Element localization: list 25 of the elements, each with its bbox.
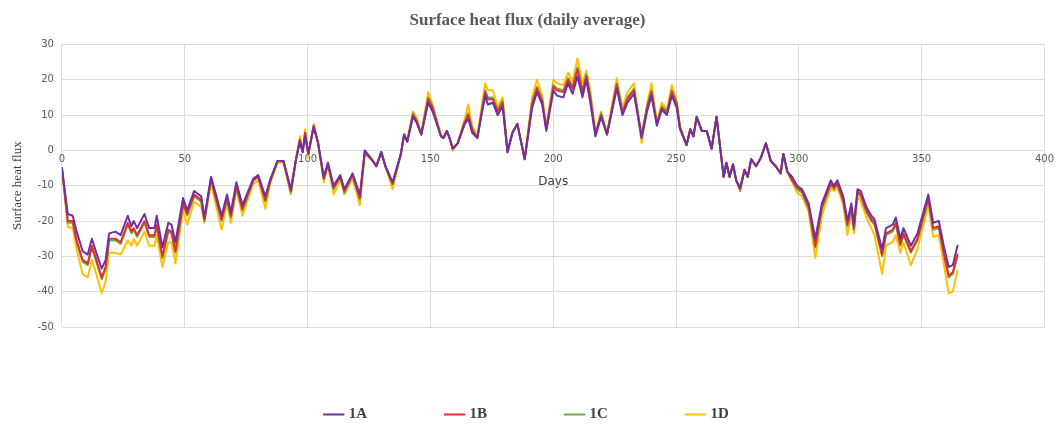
legend-label: 1D: [710, 405, 729, 422]
legend-label: 1B: [469, 405, 488, 422]
y-tick-label: -40: [37, 285, 54, 297]
x-tick-label: 300: [789, 152, 809, 164]
x-tick-label: 50: [178, 152, 192, 164]
x-tick-label: 150: [420, 152, 440, 164]
y-tick-label: -10: [37, 179, 54, 191]
y-tick-label: 30: [41, 37, 54, 49]
y-tick-label: -20: [37, 214, 54, 226]
x-tick-label: 350: [912, 152, 932, 164]
x-tick-label: 250: [666, 152, 686, 164]
x-tick-label: 100: [298, 152, 318, 164]
y-tick-label: -50: [37, 320, 54, 332]
x-tick-label: 0: [58, 152, 66, 164]
chart-title: Surface heat flux (daily average): [409, 9, 646, 29]
y-tick-label: 20: [41, 73, 54, 85]
y-tick-label: -30: [37, 249, 54, 261]
y-axis-title: Surface heat flux: [9, 140, 25, 231]
y-tick-label: 0: [47, 143, 54, 155]
x-tick-label: 200: [543, 152, 563, 164]
x-axis-title: Days: [538, 173, 569, 188]
x-tick-label: 400: [1034, 152, 1054, 164]
y-tick-label: 10: [41, 108, 54, 120]
legend-label: 1A: [348, 405, 368, 422]
legend-label: 1C: [589, 405, 608, 422]
